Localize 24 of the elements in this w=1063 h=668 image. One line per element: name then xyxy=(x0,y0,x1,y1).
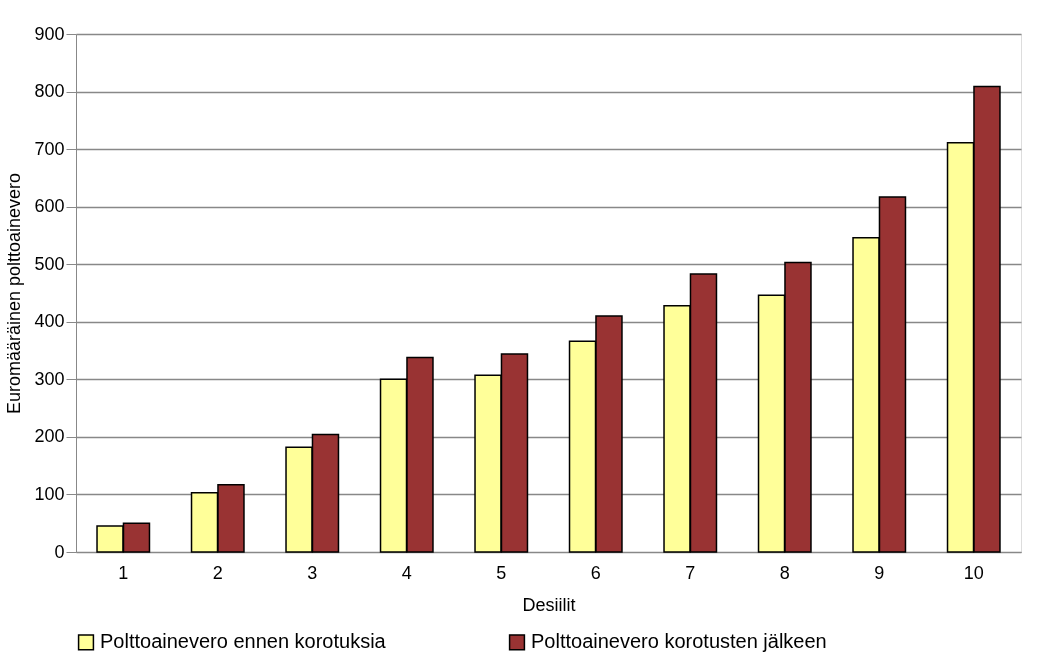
x-tick-label: 5 xyxy=(496,562,507,583)
x-tick-label: 3 xyxy=(307,562,318,583)
legend-label: Polttoainevero ennen korotuksia xyxy=(100,630,387,653)
y-tick-label: 200 xyxy=(34,426,65,447)
y-tick-label: 600 xyxy=(34,196,65,217)
x-tick-label: 8 xyxy=(779,562,790,583)
x-tick-label: 10 xyxy=(963,562,984,583)
x-tick-label: 1 xyxy=(118,562,129,583)
y-tick-label: 400 xyxy=(34,311,65,332)
legend-label: Polttoainevero korotusten jälkeen xyxy=(531,630,827,653)
y-tick-label: 300 xyxy=(34,368,65,389)
x-tick-label: 2 xyxy=(212,562,223,583)
x-tick-label: 9 xyxy=(874,562,885,583)
x-tick-label: 7 xyxy=(685,562,696,583)
x-axis-title: Desiilit xyxy=(522,594,576,615)
y-tick-label: 700 xyxy=(34,138,65,159)
y-tick-label: 100 xyxy=(34,483,65,504)
y-tick-label: 900 xyxy=(34,23,65,44)
x-tick-label: 6 xyxy=(590,562,601,583)
y-tick-label: 500 xyxy=(34,253,65,274)
y-tick-label: 0 xyxy=(54,541,65,562)
y-axis-title: Euromääräinen polttoainevero xyxy=(4,172,25,415)
x-tick-label: 4 xyxy=(401,562,412,583)
y-tick-label: 800 xyxy=(34,81,65,102)
